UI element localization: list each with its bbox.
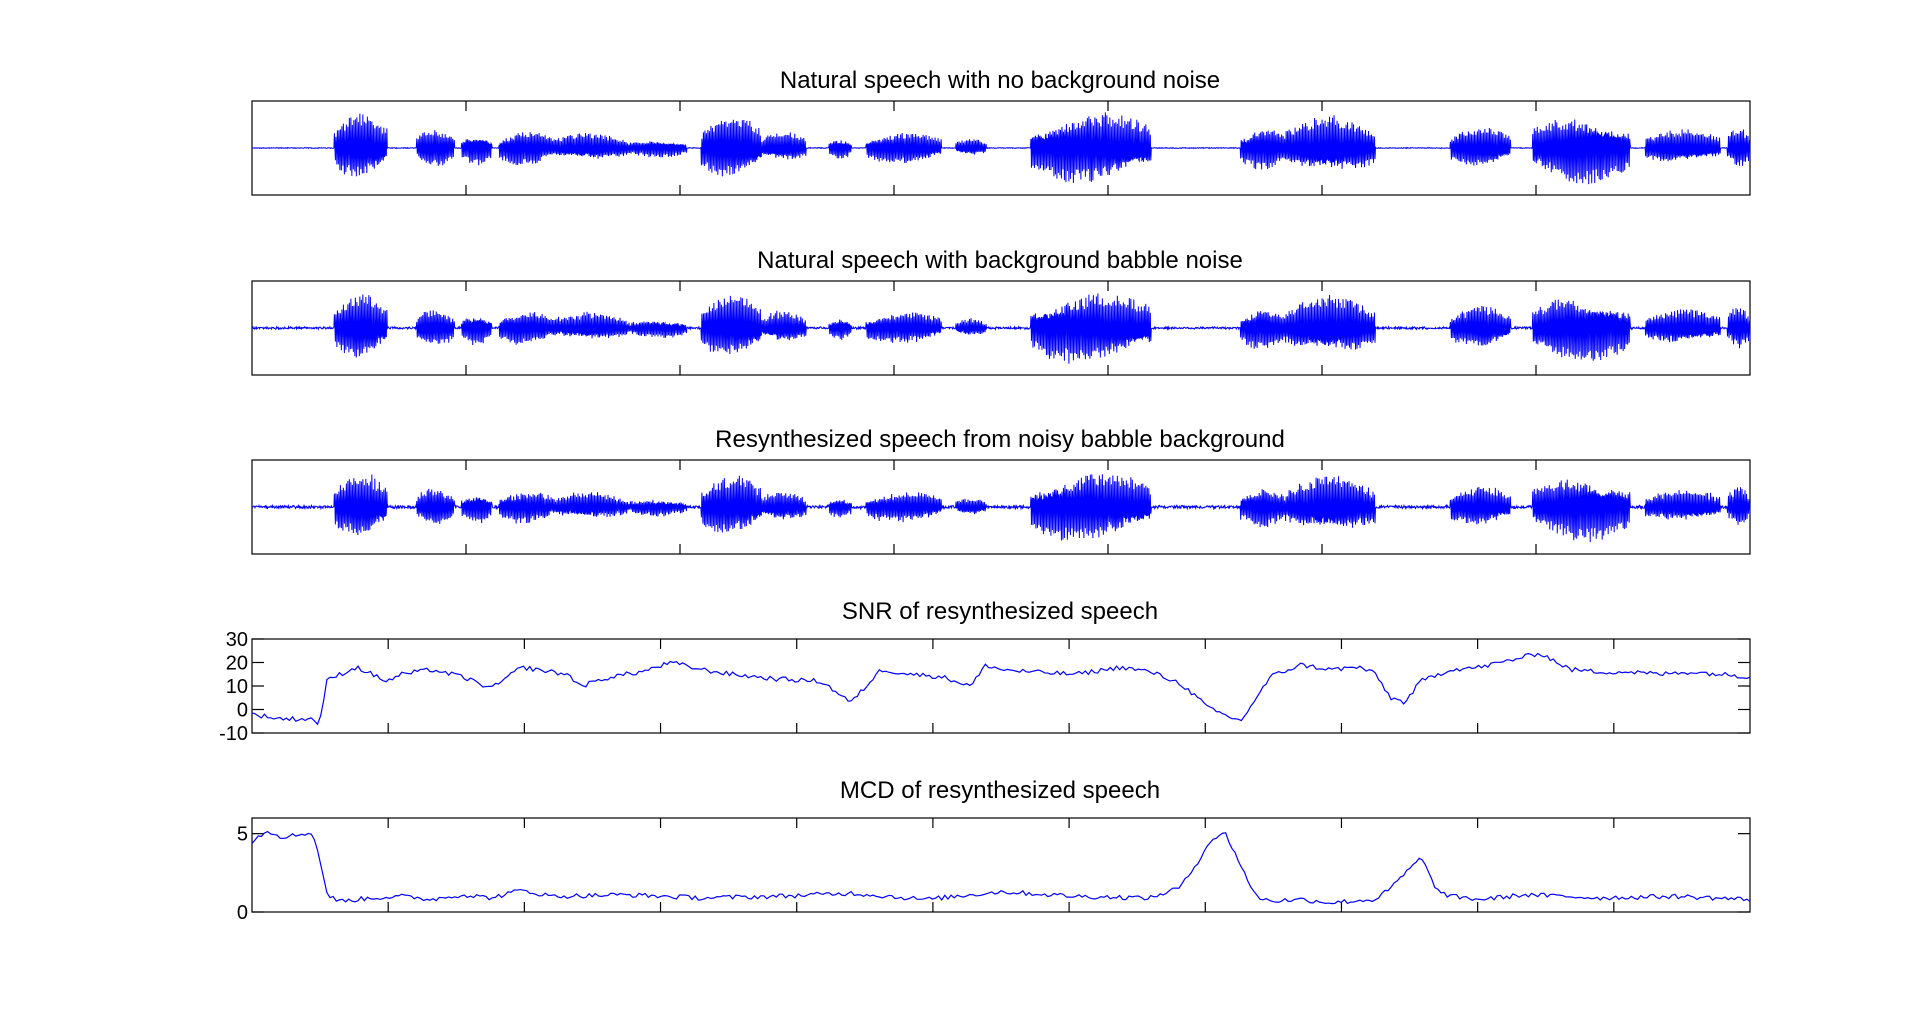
panel-natural-clean: Natural speech with no background noise	[251, 67, 1751, 196]
panel-4-snr-line	[251, 652, 1751, 726]
panel-5-ytick-labels: 50	[237, 824, 1750, 924]
panel-5-axes	[251, 817, 1751, 913]
panel-3-title: Resynthesized speech from noisy babble b…	[715, 426, 1285, 453]
panel-5-mcd-line	[251, 830, 1751, 905]
y-tick-label: 10	[226, 676, 248, 698]
y-tick-label: 20	[226, 653, 248, 675]
y-tick-label: 0	[237, 902, 248, 924]
panel-5-ticks	[387, 818, 1615, 912]
panel-natural-babble: Natural speech with background babble no…	[251, 247, 1751, 376]
panel-1-title: Natural speech with no background noise	[780, 67, 1220, 94]
y-tick-label: 5	[237, 824, 248, 846]
panel-4-ticks	[387, 639, 1615, 733]
panel-resynthesized: Resynthesized speech from noisy babble b…	[251, 426, 1751, 555]
panel-2-ticks	[465, 281, 1537, 375]
y-tick-label: -10	[219, 723, 248, 745]
panel-1-waveform	[251, 112, 1751, 185]
panel-2-waveform	[251, 293, 1751, 364]
panel-3-ticks	[465, 460, 1537, 554]
y-tick-label: 30	[226, 629, 248, 651]
panel-2-title: Natural speech with background babble no…	[757, 247, 1243, 274]
panel-5-title: MCD of resynthesized speech	[840, 777, 1160, 804]
panel-mcd: MCD of resynthesized speech 50	[237, 777, 1751, 924]
panel-3-waveform	[251, 474, 1751, 543]
y-tick-label: 0	[237, 700, 248, 722]
panel-4-axes	[251, 638, 1751, 734]
panel-4-title: SNR of resynthesized speech	[842, 598, 1158, 625]
panel-1-ticks	[465, 101, 1537, 195]
